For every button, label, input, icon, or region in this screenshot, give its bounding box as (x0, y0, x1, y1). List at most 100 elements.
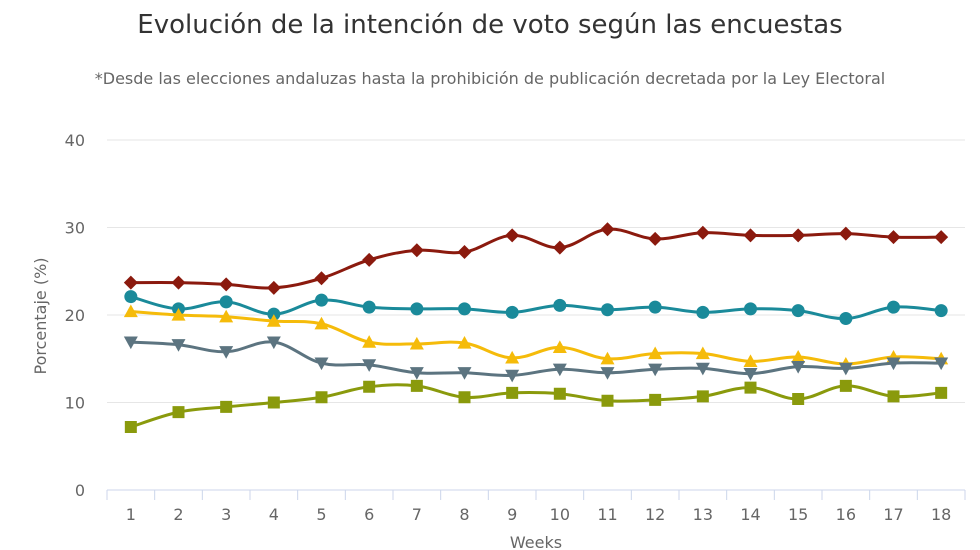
data-point-square (506, 386, 519, 399)
chart-title: Evolución de la intención de voto según … (137, 10, 843, 40)
data-point-square (267, 396, 280, 409)
data-point-circle (934, 304, 948, 318)
data-point-circle (505, 305, 519, 319)
x-tick-label: 7 (412, 505, 422, 524)
series-line (129, 383, 943, 429)
data-point-circle (839, 312, 853, 325)
data-point-triangle (743, 354, 758, 367)
series-2 (124, 290, 948, 325)
data-point-diamond (314, 271, 329, 286)
data-point-triangle (219, 309, 234, 323)
data-point-triangle-down (314, 357, 329, 371)
data-point-diamond (552, 240, 567, 255)
data-point-triangle-down (552, 363, 567, 377)
data-point-triangle-down (123, 336, 138, 350)
data-point-triangle (409, 336, 424, 350)
data-point-circle (219, 295, 233, 309)
data-point-triangle (648, 346, 663, 360)
data-point-square (935, 386, 948, 399)
y-tick-label: 20 (65, 306, 85, 325)
data-point-diamond (695, 225, 710, 240)
data-point-triangle-down (457, 367, 472, 380)
data-point-triangle-down (362, 359, 377, 372)
data-point-square (172, 406, 185, 419)
data-point-triangle (791, 350, 806, 363)
data-point-triangle-down (886, 357, 901, 371)
data-point-diamond (934, 230, 949, 245)
data-point-triangle-down (600, 367, 615, 380)
x-axis-title: Weeks (510, 533, 562, 550)
data-point-circle (315, 293, 328, 307)
x-tick-label: 13 (693, 505, 713, 524)
data-point-diamond (791, 228, 806, 243)
data-point-triangle (600, 351, 615, 365)
data-point-circle (887, 300, 900, 314)
data-point-triangle-down (648, 363, 663, 377)
x-tick-label: 16 (836, 505, 856, 524)
data-point-circle (648, 300, 662, 314)
data-point-circle (410, 302, 424, 316)
data-point-circle (696, 305, 710, 319)
data-point-triangle-down (505, 369, 520, 383)
data-point-diamond (457, 245, 472, 259)
x-tick-label: 9 (507, 505, 517, 524)
data-point-circle (744, 302, 757, 316)
x-axis: 1 2 3 4 5 6 7 8 9 10 11 12 13 14 15 16 17 18 (106, 489, 966, 524)
data-point-diamond (648, 231, 663, 246)
x-tick-label: 1 (126, 505, 136, 524)
data-point-triangle (505, 350, 520, 364)
series-line (129, 227, 943, 290)
data-point-diamond (362, 252, 377, 267)
data-point-diamond (266, 280, 281, 295)
y-axis: 0 10 20 30 40 (65, 131, 85, 500)
data-point-square (363, 380, 376, 393)
series-1 (123, 222, 949, 295)
x-tick-label: 17 (883, 505, 903, 524)
data-point-square (839, 379, 852, 392)
data-point-circle (553, 298, 567, 312)
y-tick-label: 30 (65, 219, 85, 238)
x-tick-label: 12 (645, 505, 665, 524)
series-5 (124, 379, 948, 433)
y-tick-label: 40 (65, 131, 85, 150)
data-point-square (601, 394, 614, 407)
x-tick-label: 14 (740, 505, 760, 524)
data-point-circle (362, 300, 376, 314)
x-tick-label: 18 (931, 505, 951, 524)
data-point-circle (124, 290, 138, 304)
series-group (123, 222, 949, 433)
series-line (129, 310, 943, 366)
data-point-triangle (266, 314, 281, 327)
data-point-square (744, 381, 757, 394)
data-point-triangle-down (743, 368, 758, 381)
data-point-diamond (171, 275, 186, 290)
x-tick-label: 15 (788, 505, 808, 524)
data-point-square (553, 387, 566, 400)
data-point-triangle (314, 316, 329, 330)
data-point-triangle-down (695, 362, 710, 376)
series-line (129, 340, 943, 377)
data-point-square (458, 391, 471, 404)
data-point-diamond (743, 228, 758, 243)
data-point-square (410, 379, 423, 392)
data-point-diamond (219, 277, 234, 292)
data-point-triangle-down (838, 362, 853, 376)
data-point-square (220, 400, 233, 413)
data-point-triangle (695, 346, 710, 360)
x-tick-label: 2 (173, 505, 183, 524)
data-point-square (792, 393, 805, 405)
y-tick-label: 0 (75, 481, 85, 500)
data-point-triangle (123, 304, 138, 318)
data-point-triangle-down (266, 336, 281, 350)
data-point-diamond (123, 275, 138, 290)
data-point-triangle (171, 308, 186, 321)
data-point-diamond (838, 226, 853, 241)
data-point-circle (458, 302, 471, 316)
y-tick-label: 10 (65, 394, 85, 413)
x-tick-label: 11 (597, 505, 617, 524)
x-tick-label: 6 (364, 505, 374, 524)
x-tick-label: 4 (269, 505, 279, 524)
data-point-triangle (362, 335, 377, 348)
data-point-triangle-down (409, 367, 424, 380)
